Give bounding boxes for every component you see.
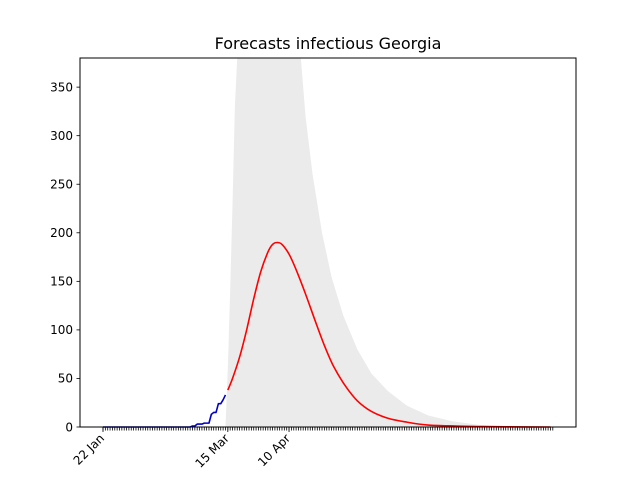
confidence-band xyxy=(225,58,551,427)
plot-frame xyxy=(79,57,577,428)
y-tick-label: 250 xyxy=(50,178,73,192)
x-tick-label: 15 Mar xyxy=(193,431,232,470)
y-tick-label: 200 xyxy=(50,226,73,240)
y-tick-label: 50 xyxy=(58,372,73,386)
confidence-band-layer xyxy=(225,58,551,427)
x-axis-tick-labels: 22 Jan 15 Mar 10 Apr xyxy=(71,427,293,471)
y-axis-ticks: 0 50 100 150 200 250 300 350 xyxy=(50,80,80,434)
x-tick-label: 10 Apr xyxy=(255,431,293,469)
chart-title: Forecasts infectious Georgia xyxy=(215,34,442,53)
y-tick-label: 100 xyxy=(50,323,73,337)
y-tick-label: 0 xyxy=(65,420,73,434)
y-tick-label: 150 xyxy=(50,275,73,289)
series-forecast-line xyxy=(227,241,551,428)
series-observed-line xyxy=(103,394,227,428)
y-tick-label: 300 xyxy=(50,129,73,143)
x-tick-label: 22 Jan xyxy=(71,431,107,467)
y-tick-label: 350 xyxy=(50,80,73,94)
